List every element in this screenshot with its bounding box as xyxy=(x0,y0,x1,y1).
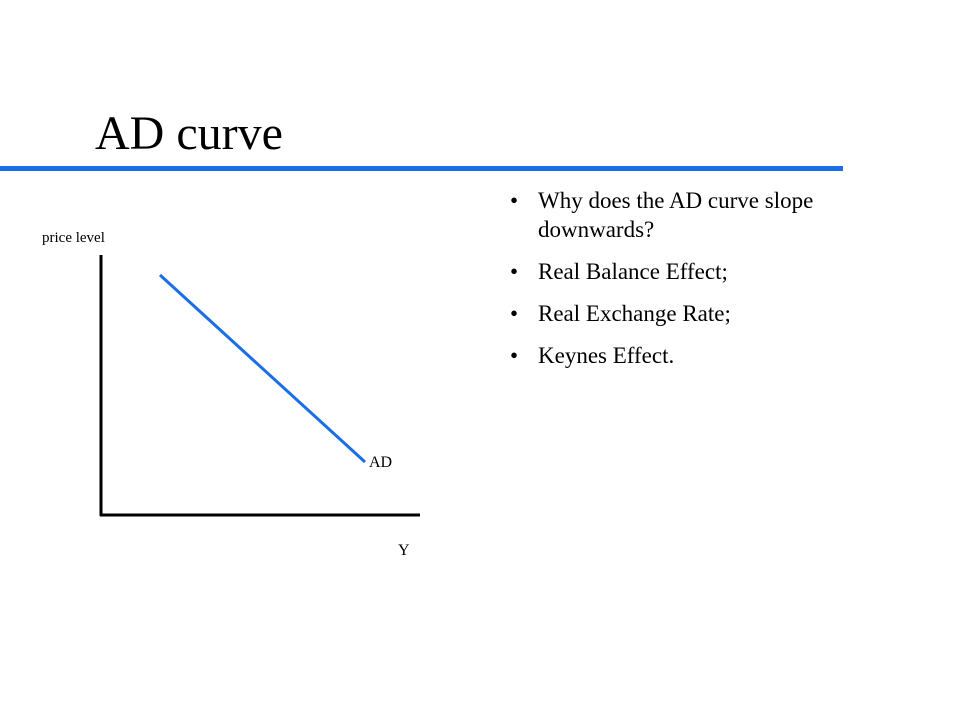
curve-label: AD xyxy=(369,454,392,471)
ad-curve xyxy=(158,273,367,464)
bullet: Why does the AD curve slope downwards? xyxy=(510,186,830,244)
x-axis-label: Y xyxy=(398,542,410,559)
bullet: Keynes Effect. xyxy=(510,341,830,370)
bullet-list: Why does the AD curve slope downwards? R… xyxy=(510,186,830,383)
y-axis-label: price level xyxy=(42,230,105,246)
slide-title: AD curve xyxy=(95,107,283,160)
bullet: Real Exchange Rate; xyxy=(510,299,830,328)
title-rule xyxy=(0,166,843,171)
bullet: Real Balance Effect; xyxy=(510,257,830,286)
